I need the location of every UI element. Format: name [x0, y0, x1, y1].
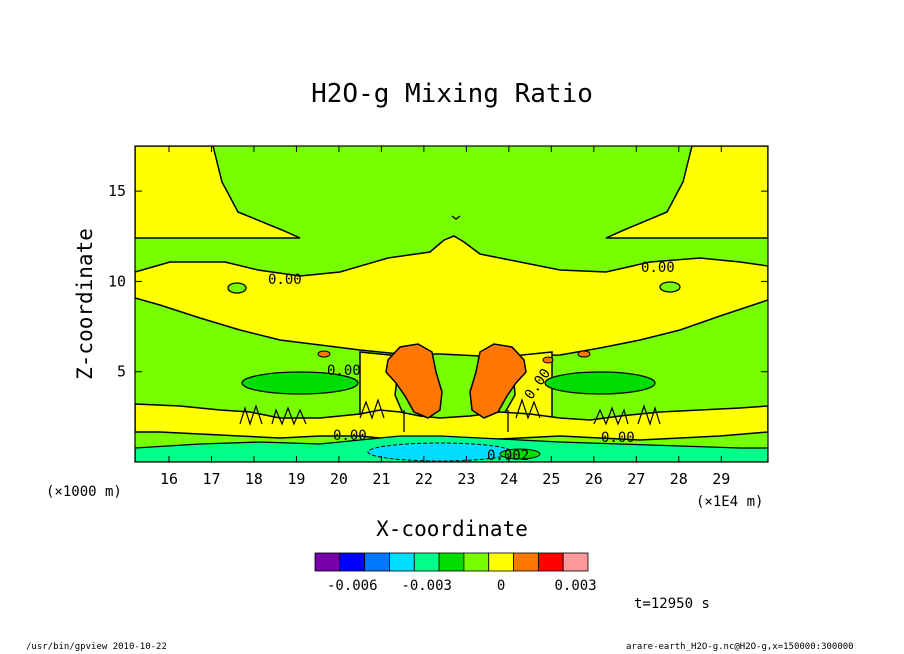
x-axis-label: X-coordinate [376, 517, 528, 541]
colorbar-swatch [463, 552, 490, 572]
green-minimum-patch [499, 448, 541, 460]
upper-left-moist-region [135, 146, 301, 239]
x-tick-label: 20 [330, 470, 348, 488]
mid-level-yellow-band [135, 235, 768, 357]
y-tick-label: 15 [108, 182, 126, 200]
colorbar-tick-label: 0.003 [555, 578, 597, 594]
colorbar-swatch [438, 552, 465, 572]
colorbar-tick-label: -0.003 [401, 578, 452, 594]
x-tick-label: 21 [372, 470, 390, 488]
footer-left: /usr/bin/gpview 2010-10-22 [26, 642, 167, 652]
colorbar-swatch [513, 552, 539, 572]
contour-label: 0.00 [601, 430, 635, 446]
time-label: t=12950 s [634, 596, 710, 612]
contour-label: 0.002 [487, 448, 529, 464]
x-tick-label: 22 [415, 470, 433, 488]
x-tick-label: 16 [160, 470, 178, 488]
small-orange-cell-right [577, 350, 591, 358]
x-tick-label: 24 [500, 470, 518, 488]
colorbar-tick-label: -0.006 [327, 578, 378, 594]
colorbar-labels: -0.006 -0.003 0 0.003 [327, 578, 597, 594]
small-green-patch-left [227, 282, 247, 294]
colorbar-swatch [364, 552, 390, 572]
x-tick-label: 18 [245, 470, 263, 488]
y-axis: 5 10 15 [108, 182, 768, 381]
colorbar-swatch [537, 552, 564, 572]
colorbar-swatch [562, 552, 589, 572]
colorbar-swatch [389, 552, 415, 572]
contour-label: 0.00 [333, 428, 367, 444]
x-tick-label: 27 [627, 470, 645, 488]
wavy-contour-left [239, 398, 385, 426]
contour-label: 0.00 [641, 260, 675, 276]
contour-label: 0.00 [268, 272, 302, 288]
chart-title: H2O-g Mixing Ratio [311, 79, 593, 109]
colorbar-tick-label: 0 [497, 578, 505, 594]
colorbar-swatch [413, 552, 440, 572]
small-orange-cell-center-right [542, 356, 554, 364]
moist-green-lens-left [241, 371, 359, 395]
x-tick-label: 28 [670, 470, 688, 488]
y-tick-label: 5 [117, 363, 126, 381]
lower-yellow-band [135, 403, 768, 441]
y-axis-label: Z-coordinate [73, 228, 97, 380]
x-axis: 16 17 18 19 20 21 22 23 24 25 26 27 28 29 [160, 146, 730, 488]
x-unit-label: (×1E4 m) [696, 494, 763, 510]
upper-right-moist-region [605, 146, 768, 239]
footer-right: arare-earth_H2O-g.nc@H2O-g,x=150000:3000… [626, 642, 854, 652]
x-tick-label: 29 [712, 470, 730, 488]
x-tick-label: 19 [287, 470, 305, 488]
contour-field: 0.00 0.00 0.00 0.00 0.00 0.00 0.002 [135, 146, 768, 464]
small-orange-cell-left [317, 350, 331, 358]
small-green-patch-right [659, 281, 681, 293]
colorbar-swatch [339, 552, 366, 572]
colorbar-swatch [488, 552, 514, 572]
mid-tick-contours [403, 215, 509, 432]
colorbar [314, 552, 589, 572]
x-tick-label: 17 [202, 470, 220, 488]
y-unit-label: (×1000 m) [46, 484, 122, 500]
x-tick-label: 26 [585, 470, 603, 488]
moist-green-lens-right [544, 371, 656, 395]
contour-label: 0.00 [327, 363, 361, 379]
orange-plume-right [469, 343, 527, 419]
y-tick-label: 10 [108, 272, 126, 290]
plot-frame [134, 145, 769, 463]
colorbar-swatch [314, 552, 341, 572]
wavy-contour-right [515, 398, 661, 426]
x-tick-label: 23 [457, 470, 475, 488]
x-tick-label: 25 [542, 470, 560, 488]
orange-plume-left [385, 343, 443, 419]
